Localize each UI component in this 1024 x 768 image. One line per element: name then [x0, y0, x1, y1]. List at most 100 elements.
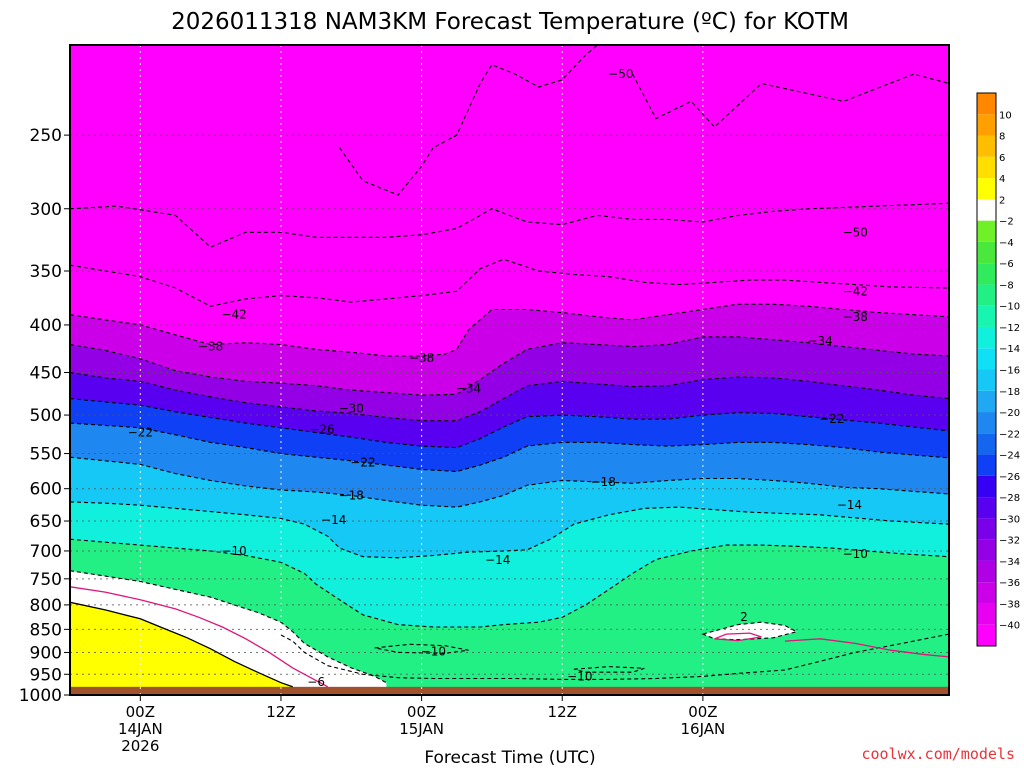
contour-label: −38	[843, 310, 868, 324]
contour-line--2	[70, 570, 387, 684]
colorbar-swatch	[977, 241, 996, 264]
contour-line--18	[70, 456, 949, 508]
colorbar-swatch	[977, 284, 996, 306]
y-tick-label: 1000	[19, 686, 62, 706]
colorbar-label: 8	[999, 132, 1005, 143]
colorbar-swatch	[977, 603, 996, 625]
y-tick-label: 650	[30, 512, 62, 532]
y-axis: 250 300 350 400 450 500 550 600 650 700 750 800 850 9…	[19, 126, 70, 706]
y-tick-label: 700	[30, 542, 62, 562]
contour-label: −50	[843, 225, 868, 239]
x-axis-title: Forecast Time (UTC)	[424, 748, 595, 768]
colorbar-label: −20	[999, 408, 1020, 419]
colorbar-label: 2	[999, 195, 1005, 206]
contour-label: −22	[350, 455, 375, 469]
colorbar-swatch	[977, 178, 996, 200]
colorbar-swatch	[977, 135, 996, 157]
colorbar-frame	[976, 92, 997, 647]
colorbar-swatch	[977, 199, 996, 221]
x-tick-label: 00Z	[688, 703, 717, 721]
contour-line-0	[714, 632, 762, 642]
contour-label: −10	[421, 645, 446, 659]
chart-title: 2026011318 NAM3KM Forecast Temperature (…	[171, 9, 849, 35]
contour-label: 2	[740, 610, 748, 624]
x-tick-label: 14JAN	[118, 720, 163, 738]
colorbar-label: 4	[999, 174, 1005, 185]
colorbar-label: −16	[999, 366, 1020, 377]
y-tick-label: 800	[30, 596, 62, 616]
colorbar-label: −10	[999, 302, 1020, 313]
colorbar-label: −12	[999, 323, 1020, 334]
contour-label: −38	[409, 351, 434, 365]
contour-label: −18	[591, 475, 616, 489]
colorbar-label: −38	[999, 599, 1020, 610]
colorbar-swatch	[977, 412, 996, 434]
x-tick-label: 16JAN	[681, 720, 726, 738]
ground-fill	[70, 686, 949, 695]
contour-label: −30	[339, 402, 364, 416]
contour-label: −10	[567, 669, 592, 683]
temperature-bands	[70, 45, 949, 695]
colorbar-label: 6	[999, 153, 1005, 164]
contour-label: −22	[819, 412, 844, 426]
contour-line--22	[70, 422, 949, 473]
colorbar-swatch	[977, 497, 996, 519]
colorbar-label: 10	[999, 110, 1012, 121]
contour-line--42	[70, 258, 949, 307]
contour-label: −34	[807, 334, 832, 348]
y-tick-label: 550	[30, 445, 62, 465]
colorbar-label: −2	[999, 217, 1014, 228]
contour-line--10	[70, 538, 949, 628]
colorbar-swatch	[977, 263, 996, 285]
colorbar-swatch	[977, 348, 996, 370]
contour-label: −10	[843, 547, 868, 561]
band-warm-pocket	[702, 622, 797, 640]
contour-line--14	[70, 501, 949, 559]
contour-label: −42	[221, 308, 246, 322]
colorbar-swatch	[977, 326, 996, 349]
contour-layer	[70, 45, 949, 688]
colorbar-swatch	[977, 582, 996, 604]
band-level-2	[70, 602, 293, 695]
colorbar-label: −26	[999, 472, 1020, 483]
plot-frame	[69, 44, 950, 696]
colorbar-swatch	[977, 220, 996, 242]
x-tick-label: 12Z	[266, 703, 295, 721]
x-tick-label: 15JAN	[399, 720, 444, 738]
y-tick-label: 900	[30, 643, 62, 663]
contour-label: −14	[837, 498, 862, 512]
colorbar-swatch	[977, 539, 996, 561]
contour-label: −42	[843, 284, 868, 298]
colorbar-swatch	[977, 433, 996, 455]
contour-labels: −50 −50 −42 −42 −38 −38 −38 −34 −34 −30 −26 −22 −22 −…	[128, 67, 868, 689]
contour-line--34	[70, 336, 949, 396]
y-tick-label: 750	[30, 570, 62, 590]
contour-line--12	[374, 643, 469, 654]
contour-line-0	[784, 638, 949, 658]
y-tick-label: 450	[30, 364, 62, 384]
colorbar-label: −6	[999, 259, 1014, 270]
y-tick-label: 950	[30, 665, 62, 685]
contour-line--6	[280, 633, 949, 680]
contour-line--50	[339, 45, 598, 196]
colorbar-label: −40	[999, 621, 1020, 632]
contour-line--12	[573, 666, 645, 673]
y-tick-label: 850	[30, 620, 62, 640]
ground-layer	[70, 686, 949, 695]
contour-label: −10	[221, 544, 246, 558]
colorbar-swatch	[977, 390, 996, 413]
contour-label: −34	[456, 381, 481, 395]
contour-label: −22	[128, 425, 153, 439]
contour-line--38	[70, 303, 949, 357]
colorbar-label: −28	[999, 493, 1020, 504]
contour-line--26	[70, 398, 949, 449]
contour-label: −38	[198, 340, 223, 354]
y-tick-label: 400	[30, 316, 62, 336]
y-tick-label: 600	[30, 480, 62, 500]
x-tick-label: 00Z	[407, 703, 436, 721]
contour-line-0	[70, 586, 329, 688]
y-tick-label: 300	[30, 200, 62, 220]
colorbar-swatch	[977, 560, 996, 583]
